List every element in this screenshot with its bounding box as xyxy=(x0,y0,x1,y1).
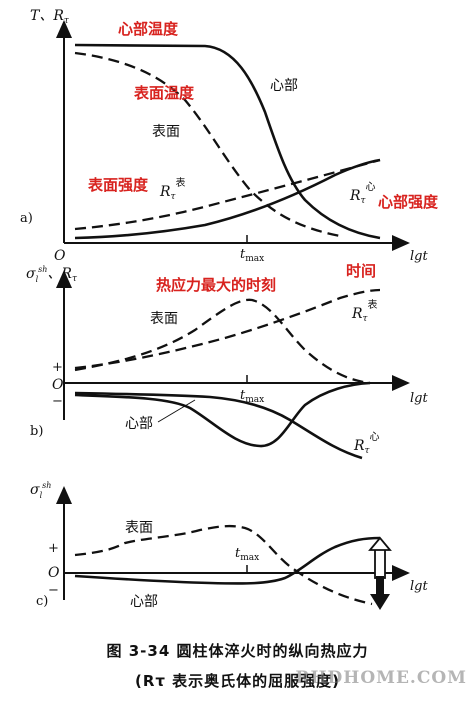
core-temp-curve-label: 心部 xyxy=(270,78,298,94)
panel-c-y-axis-label: σlsh xyxy=(30,481,51,500)
panel-b-x-axis-label: lgt xyxy=(410,391,428,406)
panel-b-core-strength-curve xyxy=(74,391,363,460)
panel-b-surface-strength-curve xyxy=(74,288,381,370)
core-stress-curve xyxy=(74,381,371,448)
core-temperature-annotation: 心部温度 xyxy=(118,20,179,38)
panel-b-plus: + xyxy=(52,360,63,375)
panel-c-plus: + xyxy=(48,541,59,556)
panel-a-tmax: tmax xyxy=(240,247,264,264)
time-annotation: 时间 xyxy=(346,262,376,280)
panel-a: T、Rτ O tmax lgt a) 心部温度 表面温度 表面强度 心部强度 心… xyxy=(20,8,439,264)
panel-c-tmax: tmax xyxy=(235,546,259,563)
core-temperature-curve xyxy=(74,43,381,240)
surface-temperature-annotation: 表面温度 xyxy=(134,84,195,102)
figure-caption-title: 图 3-34 圆柱体淬火时的纵向热应力 xyxy=(106,642,369,660)
figure-caption-note: (Rτ 表示奥氏体的屈服强度) xyxy=(134,672,341,690)
panel-c-surface-label: 表面 xyxy=(125,520,153,536)
max-thermal-stress-annotation: 热应力最大的时刻 xyxy=(156,276,276,294)
r-core-label: Rτ心 xyxy=(349,181,376,206)
panel-b-tmax: tmax xyxy=(240,388,264,405)
panel-b-core-leader xyxy=(157,399,196,423)
panel-b-y-axis-label: σlsh、Rτ xyxy=(26,265,78,284)
panel-c-tag: c) xyxy=(36,594,48,609)
panel-b: σlsh、Rτ + O − tmax lgt b) 热应力最大的时刻 时间 表面… xyxy=(26,262,428,460)
surface-stress-curve xyxy=(74,298,371,385)
panel-a-x-axis-label: lgt xyxy=(410,249,428,264)
panel-a-y-axis-label: T、Rτ xyxy=(30,8,70,26)
panel-c-surface-curve xyxy=(74,524,373,606)
panel-b-r-surface-label: Rτ表 xyxy=(351,298,378,324)
panel-a-tag: a) xyxy=(20,211,33,226)
panel-b-tag: b) xyxy=(30,424,43,439)
panel-c-core-label: 心部 xyxy=(130,594,158,610)
panel-b-origin: O xyxy=(52,377,64,393)
solid-down-arrow xyxy=(370,576,390,610)
panel-c: σlsh + O − tmax lgt c) 表面 心部 xyxy=(30,481,428,610)
panel-b-r-core-label: Rτ心 xyxy=(353,431,380,456)
panel-c-origin: O xyxy=(48,565,60,581)
panel-b-core-label: 心部 xyxy=(125,416,153,432)
core-strength-curve xyxy=(74,158,381,240)
panel-b-minus: − xyxy=(52,394,63,409)
panel-c-x-axis-label: lgt xyxy=(410,579,428,594)
watermark: RHDHOME.COM xyxy=(295,668,467,688)
surface-strength-curve xyxy=(74,158,381,231)
surface-strength-annotation: 表面强度 xyxy=(88,176,149,194)
panel-c-core-curve xyxy=(74,536,381,585)
panel-a-origin: O xyxy=(54,248,66,264)
core-strength-annotation: 心部强度 xyxy=(378,193,439,211)
panel-c-minus: − xyxy=(48,583,59,598)
r-surface-label: Rτ表 xyxy=(159,176,186,202)
panel-b-surface-label: 表面 xyxy=(150,311,178,327)
surface-temp-curve-label: 表面 xyxy=(152,124,180,140)
surface-temperature-curve xyxy=(74,51,341,238)
